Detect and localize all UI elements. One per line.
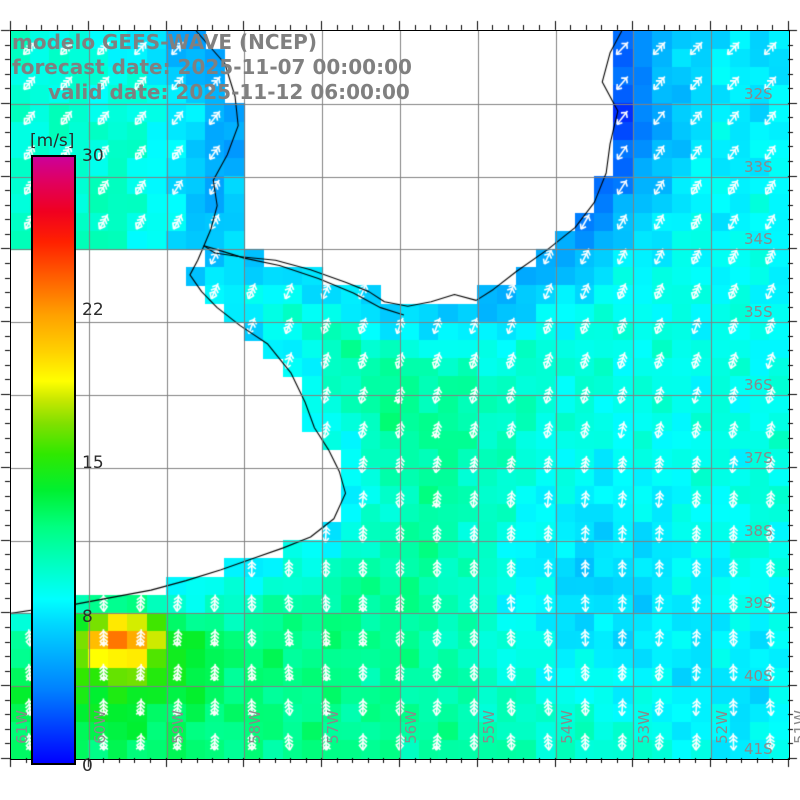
longitude-tick-label: 61W — [13, 710, 31, 744]
longitude-tick-label: 60W — [90, 710, 109, 744]
grid-lines — [11, 31, 789, 759]
plot-frame — [10, 30, 790, 760]
longitude-tick-label: 58W — [246, 710, 265, 744]
longitude-tick-label: 51W — [791, 710, 800, 744]
latitude-tick-label: 33S — [744, 157, 773, 176]
colorbar-tick-label: 22 — [82, 300, 104, 320]
latitude-tick-label: 35S — [744, 303, 773, 322]
colorbar-tick-label: 0 — [82, 756, 93, 776]
latitude-tick-label: 37S — [744, 448, 773, 467]
colorbar-gradient — [31, 155, 76, 765]
latitude-tick-label: 41S — [744, 740, 773, 758]
longitude-tick-label: 55W — [479, 710, 498, 744]
latitude-tick-label: 36S — [744, 376, 773, 394]
latitude-tick-label: 40S — [744, 667, 773, 686]
latitude-tick-label: 34S — [744, 230, 773, 249]
colorbar-unit-label: [m/s] — [30, 131, 75, 151]
longitude-tick-label: 57W — [324, 710, 343, 744]
longitude-tick-label: 53W — [635, 710, 654, 744]
latitude-tick-label: 39S — [744, 594, 773, 613]
colorbar-tick-label: 8 — [82, 607, 93, 627]
colorbar-tick-label: 15 — [82, 453, 104, 473]
latitude-tick-label: 32S — [744, 84, 773, 103]
longitude-tick-label: 52W — [713, 710, 732, 744]
colorbar-tick-label: 30 — [82, 146, 104, 166]
latitude-tick-label: 38S — [744, 521, 773, 540]
longitude-tick-label: 56W — [402, 710, 420, 744]
longitude-tick-label: 54W — [557, 710, 576, 744]
longitude-tick-label: 59W — [168, 710, 187, 744]
